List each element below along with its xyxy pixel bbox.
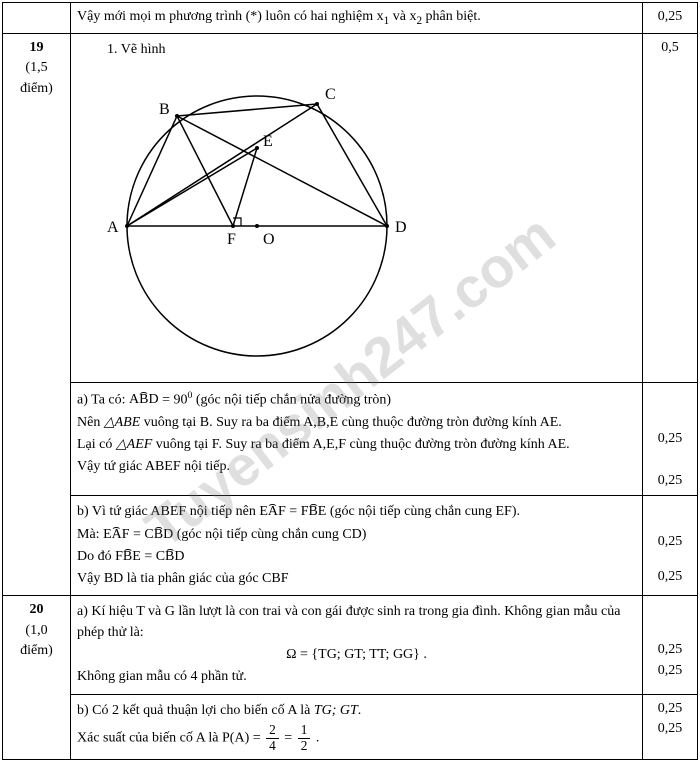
q19a-l4: Vậy tứ giác ABEF nội tiếp. <box>77 457 636 477</box>
q19-pts: (1,5 điểm) <box>20 60 53 95</box>
svg-text:B: B <box>159 101 170 118</box>
row0-mid: và x <box>389 9 416 24</box>
arc-fbe2: FBE <box>115 547 141 567</box>
q20a-l1: a) Kí hiệu T và G lần lượt là con trai v… <box>77 602 636 643</box>
q19b-l2-pre: Mà: <box>77 527 103 542</box>
q19b-score1: 0,25 <box>649 532 691 552</box>
q20b-score1: 0,25 <box>649 699 691 719</box>
q20b-l2-post: . <box>312 730 319 745</box>
q19b-score2: 0,25 <box>649 567 691 587</box>
q19-part1-score: 0,5 <box>643 34 698 383</box>
q20a-omega-post: . <box>420 647 427 662</box>
q19b-l4: Vậy BD là tia phân giác của góc CBF <box>77 569 636 589</box>
q20b-l1-set: TG; GT <box>314 703 358 718</box>
q20-b-scores: 0,25 0,25 <box>643 694 698 760</box>
q19b-l3-pre: Do đó <box>77 549 115 564</box>
q19b-l1-pre: b) Vì tứ giác ABEF nội tiếp nên <box>77 504 259 519</box>
q19a-score1: 0,25 <box>649 429 691 449</box>
q19-figure-wrap: A D B C E F O <box>77 62 636 377</box>
q20-num: 20 <box>30 602 44 617</box>
q20a-score1: 0,25 <box>649 640 691 660</box>
arc-cbd2: CBD <box>156 547 185 567</box>
row0-score: 0,25 <box>643 3 698 34</box>
q-col-empty <box>3 3 71 34</box>
q20-a-cell: a) Kí hiệu T và G lần lượt là con trai v… <box>71 596 643 694</box>
svg-text:O: O <box>263 231 275 248</box>
q20b-l1-post: . <box>358 703 362 718</box>
solution-table: Vậy mới mọi m phương trình (*) luôn có h… <box>2 2 698 760</box>
q19a-l3-post: vuông tại F. Suy ra ba điểm A,E,F cùng t… <box>152 437 569 452</box>
q20a-l3: Không gian mẫu có 4 phần tử. <box>77 667 636 687</box>
svg-text:A: A <box>107 219 119 236</box>
arc-fbe1: FBE <box>301 502 327 522</box>
q19a-l1-pre: a) Ta có: <box>77 392 129 407</box>
frac-2-4: 24 <box>266 723 279 753</box>
q19-b-cell: b) Vì tứ giác ABEF nội tiếp nên EAF = FB… <box>71 496 643 596</box>
q19b-l2-post: (góc nội tiếp cùng chắn cung CD) <box>173 527 366 542</box>
q19-label: 19 (1,5 điểm) <box>3 34 71 596</box>
q19-num: 19 <box>30 40 44 55</box>
frac-1-2: 12 <box>298 723 311 753</box>
q19-a-cell: a) Ta có: ABD = 900 (góc nội tiếp chắn n… <box>71 382 643 496</box>
q19a-l2-post: vuông tại B. Suy ra ba điểm A,B,E cùng t… <box>140 415 562 430</box>
q19a-l3-pre: Lại có <box>77 437 116 452</box>
q20a-omega-pre: Ω = <box>286 647 311 662</box>
q19-b-scores: 0,25 0,25 <box>643 496 698 596</box>
row0-content: Vậy mới mọi m phương trình (*) luôn có h… <box>71 3 643 34</box>
q19a-l2-pre: Nên <box>77 415 104 430</box>
svg-text:D: D <box>395 219 407 236</box>
q19a-l1-post: (góc nội tiếp chắn nửa đường tròn) <box>192 392 391 407</box>
tri-aef: △AEF <box>116 437 152 452</box>
svg-text:C: C <box>325 86 336 103</box>
q20b-score2: 0,25 <box>649 719 691 739</box>
q20b-l2-pre: Xác suất của biến cố A là P(A) = <box>77 730 264 745</box>
q20-b-cell: b) Có 2 kết quả thuận lợi cho biến cố A … <box>71 694 643 760</box>
q20-pts: (1,0 điểm) <box>20 623 53 658</box>
row0-post: phân biệt. <box>422 9 481 24</box>
q19-a-scores: 0,25 0,25 <box>643 382 698 496</box>
q19a-score2: 0,25 <box>649 471 691 491</box>
arc-eaf1: EAF <box>259 502 285 522</box>
tri-abe: △ABE <box>104 415 140 430</box>
q20b-l1-pre: b) Có 2 kết quả thuận lợi cho biến cố A … <box>77 703 314 718</box>
q19b-l1-post: (góc nội tiếp cùng chắn cung EF). <box>326 504 520 519</box>
q19a-l1-mid: = 90 <box>159 392 188 407</box>
q20-a-scores: 0,25 0,25 <box>643 596 698 694</box>
q20a-omega-set: {TG; GT; TT; GG} <box>311 647 419 662</box>
arc-abd: ABD <box>129 390 159 410</box>
q20-label: 20 (1,0 điểm) <box>3 596 71 760</box>
row0-pre: Vậy mới mọi m phương trình (*) luôn có h… <box>77 9 384 24</box>
svg-text:F: F <box>227 231 236 248</box>
q19-part1-label: 1. Vẽ hình <box>77 40 636 60</box>
q19-part1-cell: 1. Vẽ hình <box>71 34 643 383</box>
svg-text:E: E <box>263 133 273 150</box>
q20a-score2: 0,25 <box>649 661 691 681</box>
geometry-figure: A D B C E F O <box>87 66 427 366</box>
